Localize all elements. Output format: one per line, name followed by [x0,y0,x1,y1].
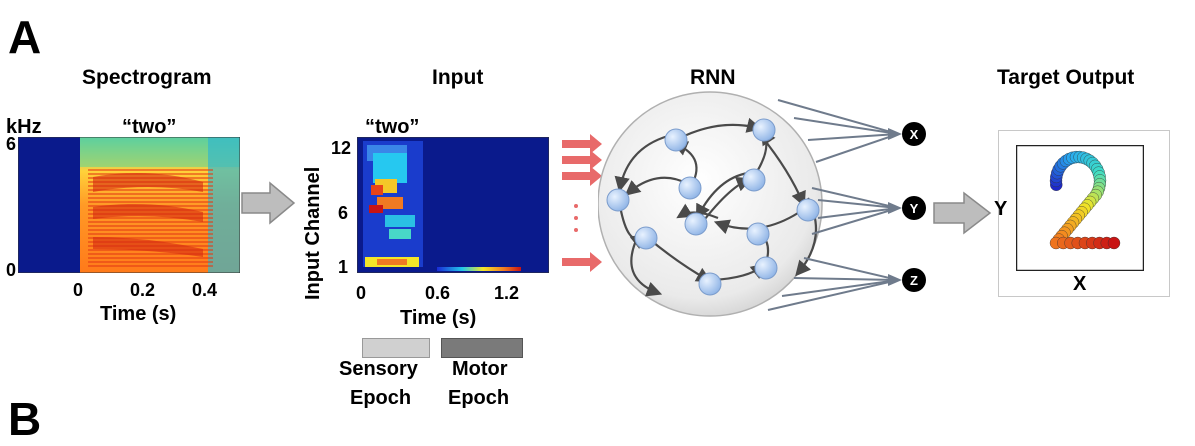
motor-epoch-label-line2: Epoch [448,387,510,409]
panel-letter-b: B [8,393,42,445]
input-word: “two” [365,116,420,138]
trajectory-dot [1107,236,1121,250]
arrow-spectrogram-to-input [241,181,296,225]
input-cochleagram-image [357,137,549,273]
rnn-diagram: X Y Z [598,91,926,317]
input-x-tick-2: 1.2 [494,283,520,303]
motor-epoch-bar [441,338,523,358]
input-arrows [562,134,602,272]
rnn-output-z: Z [910,273,918,288]
target-x-label: X [1073,273,1087,295]
input-x-tick-0: 0 [356,283,367,303]
input-y-tick-12: 12 [331,138,352,158]
sensory-epoch-bar [362,338,430,358]
panel-letter-a: A [8,11,42,63]
rnn-output-x: X [910,127,919,142]
spectrogram-image [18,137,240,273]
spectrogram-x-tick-0: 0 [73,280,84,300]
input-x-tick-1: 0.6 [425,283,451,303]
spectrogram-title: Spectrogram [82,66,212,89]
input-y-label: Input Channel [302,166,324,300]
input-x-label: Time (s) [400,307,477,329]
arrow-rnn-to-target [933,191,992,235]
input-y-tick-1: 1 [338,257,349,277]
spectrogram-y-unit: kHz [6,116,42,138]
sensory-epoch-label-line1: Sensory [339,358,418,380]
spectrogram-x-label: Time (s) [100,303,177,325]
spectrogram-y-tick-bottom: 0 [6,260,17,280]
motor-epoch-label-line1: Motor [452,358,508,380]
spectrogram-word: “two” [122,116,177,138]
spectrogram-x-tick-2: 0.4 [192,280,218,300]
target-trajectory-plot [1016,145,1144,271]
input-y-tick-6: 6 [338,203,349,223]
sensory-epoch-label-line2: Epoch [350,387,412,409]
rnn-title: RNN [690,66,736,89]
rnn-output-y: Y [910,201,919,216]
spectrogram-x-tick-1: 0.2 [130,280,156,300]
target-frame [998,130,1170,297]
input-title: Input [432,66,484,89]
target-title: Target Output [997,66,1135,89]
spectrogram-y-tick-top: 6 [6,134,17,154]
target-trajectory-dots [1049,150,1121,250]
target-y-label: Y [994,198,1008,220]
